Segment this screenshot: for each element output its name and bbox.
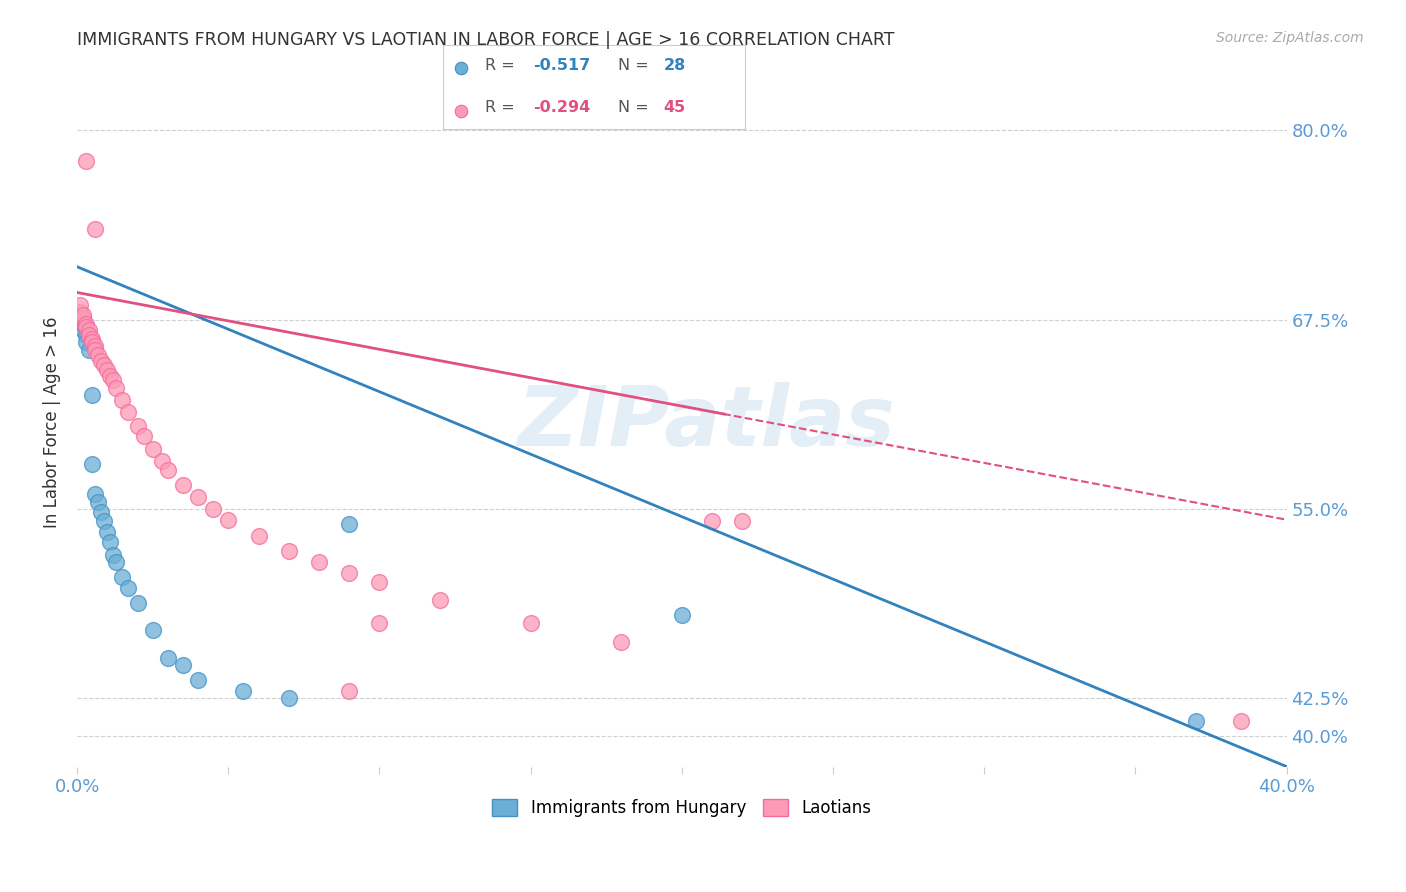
Point <box>429 593 451 607</box>
Text: -0.517: -0.517 <box>534 58 591 72</box>
Point <box>69 305 91 319</box>
Point <box>519 615 541 630</box>
Text: N =: N = <box>619 100 654 115</box>
Text: ZIPatlas: ZIPatlas <box>517 382 896 462</box>
Point <box>103 548 125 562</box>
Point <box>1230 714 1253 728</box>
Point <box>103 373 125 387</box>
Point <box>75 327 97 342</box>
Point <box>368 574 391 589</box>
Point <box>82 335 104 350</box>
Point <box>96 524 118 539</box>
Point <box>69 298 91 312</box>
Point <box>127 418 149 433</box>
Point <box>368 615 391 630</box>
Text: 28: 28 <box>664 58 686 72</box>
Point <box>671 608 693 623</box>
Point <box>96 363 118 377</box>
Y-axis label: In Labor Force | Age > 16: In Labor Force | Age > 16 <box>44 317 60 528</box>
Point <box>93 514 115 528</box>
Point <box>202 502 225 516</box>
Text: IMMIGRANTS FROM HUNGARY VS LAOTIAN IN LABOR FORCE | AGE > 16 CORRELATION CHART: IMMIGRANTS FROM HUNGARY VS LAOTIAN IN LA… <box>77 31 894 49</box>
Point <box>72 323 94 337</box>
Point <box>98 368 121 383</box>
Point <box>75 335 97 350</box>
Point <box>337 566 360 580</box>
Point <box>700 514 723 528</box>
Point <box>247 529 270 543</box>
Point <box>72 318 94 332</box>
Point <box>610 635 633 649</box>
Text: -0.294: -0.294 <box>534 100 591 115</box>
Point <box>90 353 112 368</box>
Point <box>217 513 239 527</box>
Point <box>1185 714 1208 728</box>
Point <box>156 650 179 665</box>
Point <box>77 323 100 337</box>
Point <box>117 581 139 595</box>
Text: Source: ZipAtlas.com: Source: ZipAtlas.com <box>1216 31 1364 45</box>
Point <box>98 535 121 549</box>
Point <box>105 381 128 395</box>
Point <box>84 222 107 236</box>
Point <box>277 691 299 706</box>
Text: N =: N = <box>619 58 654 72</box>
Text: 45: 45 <box>664 100 686 115</box>
Point <box>90 505 112 519</box>
Legend: Immigrants from Hungary, Laotians: Immigrants from Hungary, Laotians <box>486 792 877 823</box>
Point <box>87 494 110 508</box>
Point <box>308 555 330 569</box>
Point <box>93 358 115 372</box>
Point <box>75 320 97 334</box>
Point <box>187 673 209 688</box>
Point <box>87 348 110 362</box>
Point <box>82 333 104 347</box>
Point <box>84 343 107 357</box>
Point <box>156 463 179 477</box>
Point <box>127 596 149 610</box>
Point <box>72 311 94 326</box>
Point <box>77 327 100 342</box>
Point <box>277 544 299 558</box>
Point <box>172 478 194 492</box>
Point <box>142 442 165 456</box>
Point <box>187 490 209 504</box>
Point <box>72 308 94 322</box>
Point <box>82 388 104 402</box>
Point <box>731 514 754 528</box>
Point <box>132 429 155 443</box>
Text: R =: R = <box>485 100 520 115</box>
Point <box>75 318 97 332</box>
Point <box>77 343 100 357</box>
Point <box>337 517 360 532</box>
Point <box>69 312 91 326</box>
Point <box>84 487 107 501</box>
Text: R =: R = <box>485 58 520 72</box>
Point <box>82 457 104 471</box>
Point <box>84 338 107 352</box>
Point <box>117 405 139 419</box>
Point <box>75 153 97 168</box>
Point <box>111 570 134 584</box>
Point <box>232 683 254 698</box>
Point <box>172 658 194 673</box>
Point <box>105 555 128 569</box>
Point <box>337 683 360 698</box>
Point <box>111 392 134 407</box>
Point <box>142 624 165 638</box>
Point <box>150 453 173 467</box>
